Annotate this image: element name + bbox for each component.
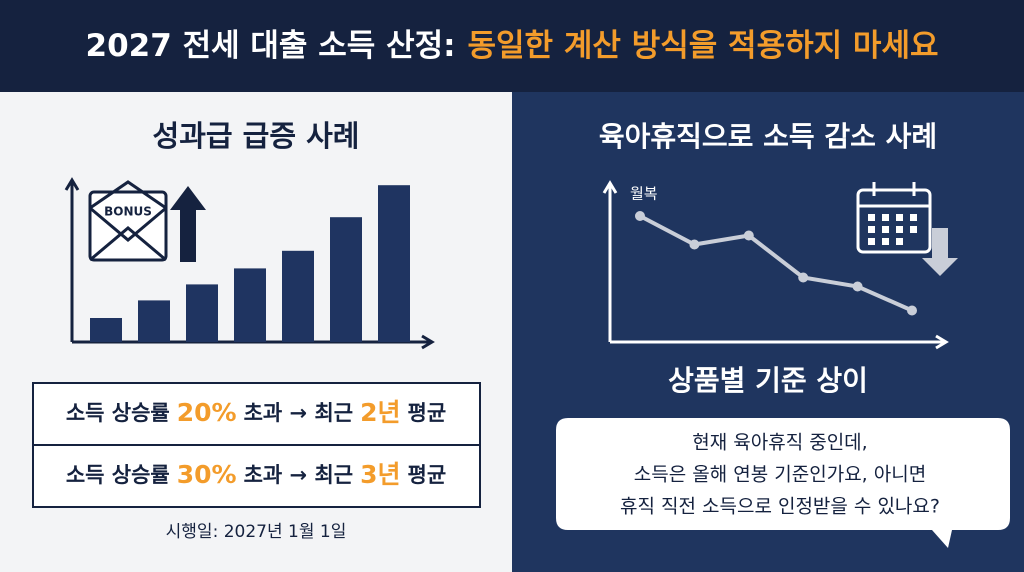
rule-part: 소득 상승률 xyxy=(66,463,170,487)
line-axes xyxy=(602,180,949,350)
calendar-dot xyxy=(896,238,903,245)
bar xyxy=(378,185,410,342)
line-group xyxy=(635,211,917,316)
rule-part: 초과 → 최근 xyxy=(244,463,354,487)
rule-row: 소득 상승률 20% 초과 → 최근 2년 평균 xyxy=(66,398,446,427)
line-point xyxy=(635,211,645,221)
line-point xyxy=(689,239,700,250)
rule-part: 2년 xyxy=(360,398,400,427)
bubble-line: 소득은 올해 연봉 기준인가요, 아니면 xyxy=(634,464,926,486)
bubble-line: 휴직 직전 소득으로 인정받을 수 있나요? xyxy=(620,496,940,518)
bar xyxy=(330,217,362,342)
calendar-dot xyxy=(910,226,917,233)
bar-group xyxy=(90,185,410,342)
calendar-dot xyxy=(896,214,903,221)
bar xyxy=(282,250,314,342)
speech-bubble xyxy=(556,418,1010,548)
line-point xyxy=(852,281,863,292)
title-main: 2027 전세 대출 소득 산정: xyxy=(86,28,456,64)
right-title: 육아휴직으로 소득 감소 사례 xyxy=(599,120,937,153)
header-title: 2027 전세 대출 소득 산정: 동일한 계산 방식을 적용하지 마세요 xyxy=(86,28,939,64)
calendar-dot xyxy=(882,226,889,233)
line-label: 월복 xyxy=(630,185,658,203)
bar xyxy=(138,300,170,342)
calendar-dot xyxy=(868,238,875,245)
line-point xyxy=(743,230,754,241)
rule-part: 20% xyxy=(177,398,237,427)
calendar-dots xyxy=(868,214,917,245)
line-path xyxy=(639,214,913,313)
calendar-dot xyxy=(868,214,875,221)
calendar-dot xyxy=(868,226,875,233)
bar xyxy=(90,318,122,342)
bar xyxy=(234,268,266,342)
rule-part: 3년 xyxy=(360,460,400,489)
bar xyxy=(186,284,218,342)
title-accent: 동일한 계산 방식을 적용하지 마세요 xyxy=(468,28,939,64)
calendar-dot xyxy=(910,214,917,221)
bonus-icon: BONUS xyxy=(88,180,206,262)
rule-row: 소득 상승률 30% 초과 → 최근 3년 평균 xyxy=(66,460,446,489)
calendar-dot xyxy=(882,214,889,221)
calendar-dot xyxy=(896,226,903,233)
line-point xyxy=(798,272,809,283)
right-subtitle: 상품별 기준 상이 xyxy=(668,364,868,397)
header-bg xyxy=(0,0,1024,92)
effective-date: 시행일: 2027년 1월 1일 xyxy=(166,522,347,542)
rule-part: 초과 → 최근 xyxy=(244,401,354,425)
calendar-dot xyxy=(882,238,889,245)
rule-part: 소득 상승률 xyxy=(66,401,170,425)
calendar-icon xyxy=(856,182,958,276)
rule-part: 30% xyxy=(177,460,237,489)
bonus-label: BONUS xyxy=(104,205,152,219)
rule-part: 평균 xyxy=(408,463,447,487)
left-title: 성과급 급증 사례 xyxy=(153,119,360,153)
bubble-line: 현재 육아휴직 중인데, xyxy=(692,432,867,454)
line-point xyxy=(907,305,917,316)
rule-part: 평균 xyxy=(408,401,447,425)
